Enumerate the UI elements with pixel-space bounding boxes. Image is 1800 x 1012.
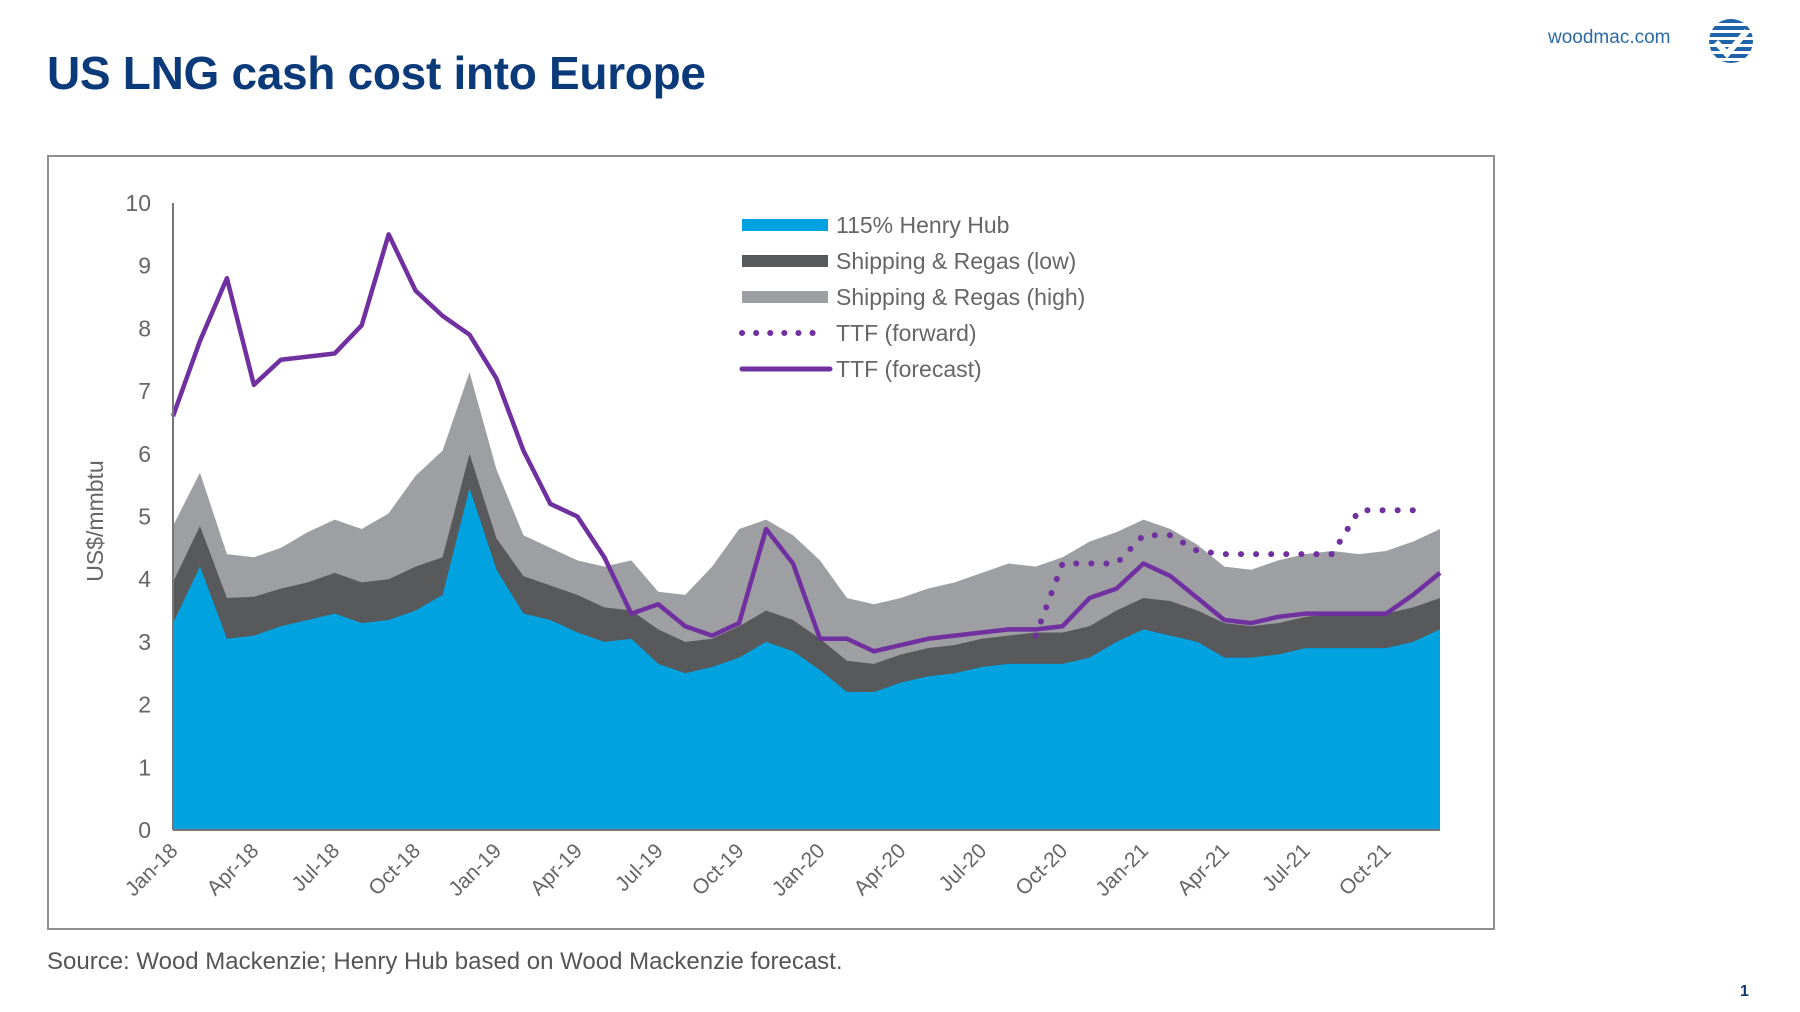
page-title: US LNG cash cost into Europe xyxy=(47,47,706,99)
area-henry-hub xyxy=(173,488,1440,830)
line-ttf-forecast xyxy=(170,232,1442,654)
x-tick-label: Apr-21 xyxy=(1173,839,1234,900)
y-tick-label: 3 xyxy=(138,629,151,655)
legend: 115% Henry Hub Shipping & Regas (low) Ship… xyxy=(739,212,1085,382)
legend-label: TTF (forecast) xyxy=(836,356,982,382)
y-tick-label: 10 xyxy=(125,190,151,216)
legend-label: Shipping & Regas (low) xyxy=(836,248,1076,274)
legend-swatch xyxy=(742,291,828,303)
x-tick-label: Jul-20 xyxy=(935,839,992,896)
x-tick-label: Jan-19 xyxy=(444,839,506,901)
y-tick-label: 8 xyxy=(138,315,151,341)
x-tick-label: Apr-18 xyxy=(203,839,264,900)
x-tick-label: Jul-19 xyxy=(611,839,668,896)
y-tick-label: 4 xyxy=(138,566,151,592)
x-tick-label: Apr-20 xyxy=(850,839,911,900)
source-note: Source: Wood Mackenzie; Henry Hub based … xyxy=(47,948,843,975)
legend-label: 115% Henry Hub xyxy=(836,212,1009,238)
woodmac-logo-icon xyxy=(1709,19,1753,63)
x-tick-label: Oct-19 xyxy=(688,839,749,900)
x-tick-label: Oct-21 xyxy=(1335,839,1396,900)
x-tick-label: Jan-21 xyxy=(1091,839,1153,901)
y-tick-label: 9 xyxy=(138,253,151,279)
line-ttf-forward xyxy=(1032,507,1417,639)
x-tick-label: Apr-19 xyxy=(526,839,587,900)
website-link[interactable]: woodmac.com xyxy=(1548,27,1671,48)
y-tick-label: 1 xyxy=(138,754,151,780)
x-tick-label: Jul-21 xyxy=(1258,839,1315,896)
x-tick-label: Oct-18 xyxy=(364,839,425,900)
legend-item: 115% Henry Hub xyxy=(742,212,1009,238)
x-tick-label: Jul-18 xyxy=(288,839,345,896)
legend-item: Shipping & Regas (low) xyxy=(742,248,1076,274)
legend-swatch xyxy=(742,219,828,231)
y-tick-label: 2 xyxy=(138,692,151,718)
page-number: 1 xyxy=(1740,983,1749,1000)
y-tick-label: 0 xyxy=(138,817,151,843)
y-tick-label: 5 xyxy=(138,504,151,530)
legend-label: Shipping & Regas (high) xyxy=(836,284,1085,310)
x-tick-label: Jan-20 xyxy=(768,839,830,901)
chart-frame xyxy=(47,155,1495,930)
legend-item: TTF (forward) xyxy=(739,320,977,346)
legend-swatch xyxy=(742,255,828,267)
legend-item: Shipping & Regas (high) xyxy=(742,284,1085,310)
x-tick-label: Oct-20 xyxy=(1011,839,1072,900)
y-tick-label: 6 xyxy=(138,441,151,467)
y-tick-label: 7 xyxy=(138,378,151,404)
y-axis-label: US$/mmbtu xyxy=(82,460,108,581)
x-tick-label: Jan-18 xyxy=(121,839,183,901)
legend-item: TTF (forecast) xyxy=(739,356,982,382)
legend-label: TTF (forward) xyxy=(836,320,977,346)
